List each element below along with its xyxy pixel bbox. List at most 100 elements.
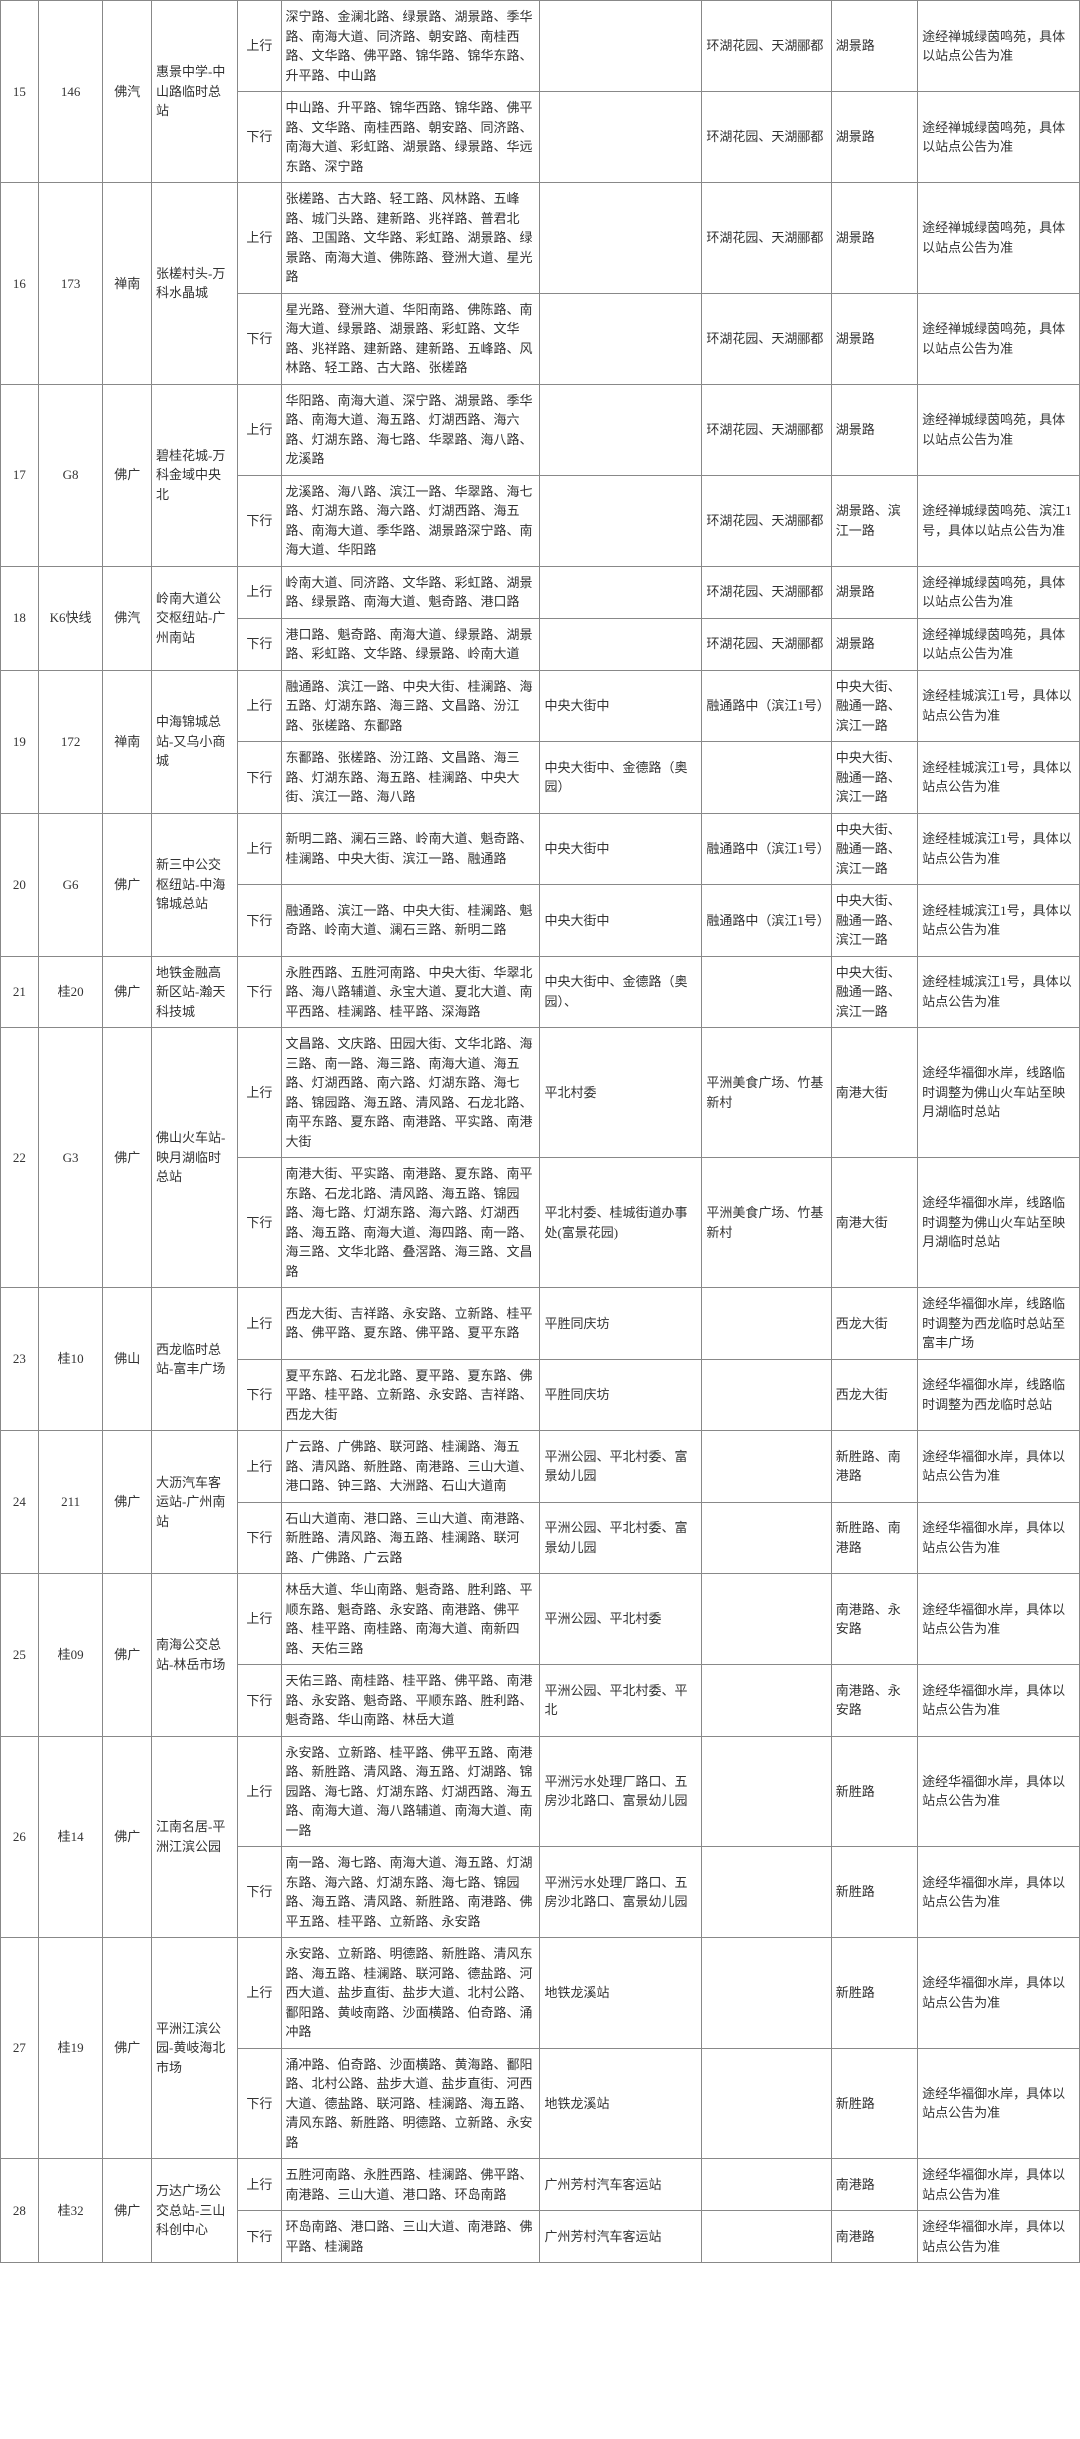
col-route: 146	[38, 1, 103, 183]
table-row: 16173禅南张槎村头-万科水晶城上行张槎路、古大路、轻工路、风林路、五峰路、城…	[1, 183, 1080, 294]
col-stops-a: 广州芳村汽车客运站	[540, 2211, 702, 2263]
col-remark: 途经华福御水岸，具体以站点公告为准	[918, 1574, 1080, 1665]
col-remark: 途经桂城滨江1号，具体以站点公告为准	[918, 956, 1080, 1028]
col-path: 中山路、升平路、锦华西路、锦华路、佛平路、文华路、南桂西路、朝安路、同济路、南海…	[281, 92, 540, 183]
col-route: 桂32	[38, 2159, 103, 2263]
col-stops-b	[702, 956, 831, 1028]
col-road: 湖景路	[831, 384, 917, 475]
col-index: 27	[1, 1938, 39, 2159]
col-path: 龙溪路、海八路、滨江一路、华翠路、海七路、灯湖东路、海六路、灯湖西路、海五路、南…	[281, 475, 540, 566]
col-terminals: 中海锦城总站-又乌小商城	[152, 670, 238, 813]
col-stops-b	[702, 1736, 831, 1847]
col-remark: 途经禅城绿茵鸣苑，具体以站点公告为准	[918, 293, 1080, 384]
col-path: 新明二路、澜石三路、岭南大道、魁奇路、桂澜路、中央大街、滨江一路、融通路	[281, 813, 540, 885]
col-index: 25	[1, 1574, 39, 1737]
col-road: 湖景路、滨江一路	[831, 475, 917, 566]
table-row: 20G6佛广新三中公交枢纽站-中海锦城总站上行新明二路、澜石三路、岭南大道、魁奇…	[1, 813, 1080, 885]
col-path: 南一路、海七路、南海大道、海五路、灯湖东路、海六路、灯湖东路、海七路、锦园路、海…	[281, 1847, 540, 1938]
col-route: G8	[38, 384, 103, 566]
col-remark: 途经华福御水岸，具体以站点公告为准	[918, 1847, 1080, 1938]
col-direction: 下行	[238, 1158, 281, 1288]
col-terminals: 南海公交总站-林岳市场	[152, 1574, 238, 1737]
col-road: 南港路	[831, 2211, 917, 2263]
col-stops-a	[540, 92, 702, 183]
col-stops-b	[702, 1359, 831, 1431]
col-route: 172	[38, 670, 103, 813]
col-stops-a	[540, 384, 702, 475]
col-stops-b	[702, 2048, 831, 2159]
col-remark: 途经桂城滨江1号，具体以站点公告为准	[918, 742, 1080, 814]
col-remark: 途经禅城绿茵鸣苑，具体以站点公告为准	[918, 618, 1080, 670]
col-index: 24	[1, 1431, 39, 1574]
col-path: 永安路、立新路、桂平路、佛平五路、南港路、新胜路、清风路、海五路、灯湖路、锦园路…	[281, 1736, 540, 1847]
col-remark: 途经禅城绿茵鸣苑，具体以站点公告为准	[918, 92, 1080, 183]
col-road: 南港路	[831, 2159, 917, 2211]
col-road: 新胜路	[831, 1736, 917, 1847]
col-operator: 佛广	[103, 956, 152, 1028]
col-route: 173	[38, 183, 103, 385]
col-path: 永胜西路、五胜河南路、中央大街、华翠北路、海八路辅道、永宝大道、夏北大道、南平西…	[281, 956, 540, 1028]
table-row: 23桂10佛山西龙临时总站-富丰广场上行西龙大街、吉祥路、永安路、立新路、桂平路…	[1, 1288, 1080, 1360]
col-terminals: 大沥汽车客运站-广州南站	[152, 1431, 238, 1574]
col-remark: 途经禅城绿茵鸣苑，具体以站点公告为准	[918, 183, 1080, 294]
col-direction: 上行	[238, 183, 281, 294]
col-route: G3	[38, 1028, 103, 1288]
col-stops-b: 融通路中（滨江1号）	[702, 885, 831, 957]
col-road: 南港路、永安路	[831, 1665, 917, 1737]
col-path: 环岛南路、港口路、三山大道、南港路、佛平路、桂澜路	[281, 2211, 540, 2263]
col-direction: 上行	[238, 1431, 281, 1503]
col-road: 新胜路	[831, 1938, 917, 2049]
col-direction: 下行	[238, 92, 281, 183]
col-remark: 途经华福御水岸，具体以站点公告为准	[918, 2211, 1080, 2263]
col-road: 西龙大街	[831, 1288, 917, 1360]
col-path: 五胜河南路、永胜西路、桂澜路、佛平路、南港路、三山大道、港口路、环岛南路	[281, 2159, 540, 2211]
col-stops-b	[702, 2159, 831, 2211]
col-stops-b	[702, 742, 831, 814]
col-operator: 佛广	[103, 384, 152, 566]
col-path: 东鄱路、张槎路、汾江路、文昌路、海三路、灯湖东路、海五路、桂澜路、中央大街、滨江…	[281, 742, 540, 814]
col-remark: 途经桂城滨江1号，具体以站点公告为准	[918, 885, 1080, 957]
col-direction: 上行	[238, 1574, 281, 1665]
col-index: 23	[1, 1288, 39, 1431]
col-stops-a: 平胜同庆坊	[540, 1288, 702, 1360]
col-stops-a: 平洲污水处理厂路口、五房沙北路口、富景幼儿园	[540, 1736, 702, 1847]
col-operator: 佛汽	[103, 1, 152, 183]
col-remark: 途经华福御水岸，线路临时调整为佛山火车站至映月湖临时总站	[918, 1028, 1080, 1158]
col-stops-a: 平洲公园、平北村委	[540, 1574, 702, 1665]
col-stops-a	[540, 475, 702, 566]
col-direction: 上行	[238, 384, 281, 475]
col-index: 18	[1, 566, 39, 670]
col-stops-a: 平洲公园、平北村委、富景幼儿园	[540, 1431, 702, 1503]
col-path: 石山大道南、港口路、三山大道、南港路、新胜路、清风路、海五路、桂澜路、联河路、广…	[281, 1502, 540, 1574]
col-direction: 下行	[238, 885, 281, 957]
col-remark: 途经华福御水岸，具体以站点公告为准	[918, 1938, 1080, 2049]
table-row: 21桂20佛广地铁金融高新区站-瀚天科技城下行永胜西路、五胜河南路、中央大街、华…	[1, 956, 1080, 1028]
col-direction: 上行	[238, 1, 281, 92]
col-index: 22	[1, 1028, 39, 1288]
col-terminals: 江南名居-平洲江滨公园	[152, 1736, 238, 1938]
col-operator: 佛广	[103, 1431, 152, 1574]
table-row: 17G8佛广碧桂花城-万科金域中央北上行华阳路、南海大道、深宁路、湖景路、季华路…	[1, 384, 1080, 475]
col-stops-a: 地铁龙溪站	[540, 1938, 702, 2049]
col-direction: 上行	[238, 813, 281, 885]
col-terminals: 佛山火车站-映月湖临时总站	[152, 1028, 238, 1288]
col-stops-a: 中央大街中、金德路（奥园）	[540, 742, 702, 814]
col-road: 西龙大街	[831, 1359, 917, 1431]
table-row: 27桂19佛广平洲江滨公园-黄岐海北市场上行永安路、立新路、明德路、新胜路、清风…	[1, 1938, 1080, 2049]
col-index: 16	[1, 183, 39, 385]
col-path: 星光路、登洲大道、华阳南路、佛陈路、南海大道、绿景路、湖景路、彩虹路、文华路、兆…	[281, 293, 540, 384]
col-stops-b: 平洲美食广场、竹基新村	[702, 1158, 831, 1288]
table-row: 26桂14佛广江南名居-平洲江滨公园上行永安路、立新路、桂平路、佛平五路、南港路…	[1, 1736, 1080, 1847]
col-route: G6	[38, 813, 103, 956]
col-road: 湖景路	[831, 1, 917, 92]
col-direction: 上行	[238, 566, 281, 618]
col-remark: 途经华福御水岸，具体以站点公告为准	[918, 1736, 1080, 1847]
col-terminals: 平洲江滨公园-黄岐海北市场	[152, 1938, 238, 2159]
col-route: 桂14	[38, 1736, 103, 1938]
col-direction: 下行	[238, 1665, 281, 1737]
col-stops-a	[540, 618, 702, 670]
col-road: 新胜路、南港路	[831, 1502, 917, 1574]
col-direction: 下行	[238, 2048, 281, 2159]
col-direction: 下行	[238, 2211, 281, 2263]
col-operator: 佛广	[103, 1736, 152, 1938]
